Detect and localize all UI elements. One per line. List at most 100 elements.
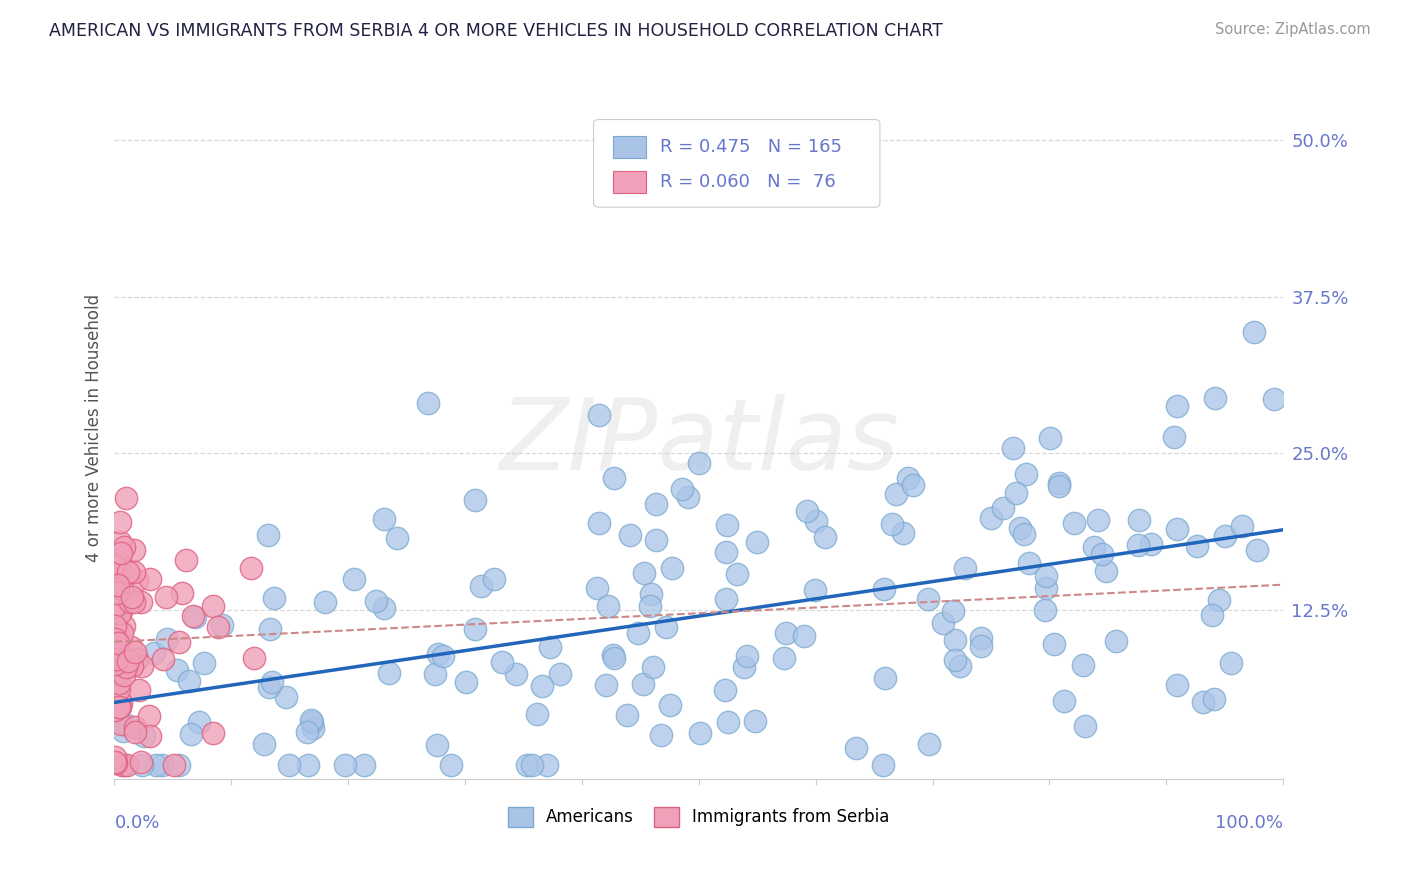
Point [949, 659, 972, 673]
Point [873, 671, 896, 685]
Point [152, 652, 174, 666]
Point [184, 610, 207, 624]
Point [659, 698, 682, 712]
Point [772, 651, 794, 665]
Point [124, 645, 146, 659]
Point [943, 653, 966, 667]
Point [150, 758, 173, 772]
Point [278, 758, 301, 772]
Point [107, 579, 129, 593]
Point [110, 515, 132, 529]
Point [115, 718, 138, 732]
Point [1035, 569, 1057, 583]
Point [105, 581, 128, 595]
Point [211, 618, 233, 632]
Bar [613, 170, 647, 194]
Point [202, 726, 225, 740]
Point [263, 591, 285, 605]
Point [243, 650, 266, 665]
Point [138, 708, 160, 723]
Point [595, 678, 617, 692]
Point [181, 609, 204, 624]
Point [1166, 399, 1188, 413]
Point [1091, 547, 1114, 561]
Point [735, 648, 758, 663]
Point [1230, 518, 1253, 533]
Point [124, 720, 146, 734]
Point [131, 758, 153, 772]
Point [1128, 513, 1150, 527]
Point [163, 758, 186, 772]
Point [633, 566, 655, 580]
Point [688, 457, 710, 471]
Point [744, 714, 766, 728]
Point [108, 557, 131, 571]
Point [432, 648, 454, 663]
Point [103, 632, 125, 647]
Point [104, 688, 127, 702]
Point [104, 749, 127, 764]
Point [1166, 522, 1188, 536]
Point [1083, 540, 1105, 554]
Point [117, 566, 139, 580]
Point [603, 471, 626, 485]
Point [1243, 325, 1265, 339]
Point [253, 737, 276, 751]
Point [901, 478, 924, 492]
Point [107, 578, 129, 592]
Point [107, 666, 129, 681]
Point [714, 683, 737, 698]
Point [132, 729, 155, 743]
Point [111, 582, 134, 596]
Point [1042, 637, 1064, 651]
Point [464, 492, 486, 507]
Point [125, 652, 148, 666]
Point [260, 674, 283, 689]
Point [110, 534, 132, 549]
Point [423, 666, 446, 681]
Point [239, 561, 262, 575]
Point [378, 665, 401, 680]
Point [295, 724, 318, 739]
Point [105, 575, 128, 590]
Point [366, 594, 388, 608]
Point [627, 626, 650, 640]
Point [804, 582, 827, 597]
Point [122, 566, 145, 580]
Point [470, 579, 492, 593]
Point [1126, 538, 1149, 552]
Point [873, 582, 896, 596]
Point [426, 647, 449, 661]
Point [1039, 431, 1062, 445]
Point [207, 620, 229, 634]
FancyBboxPatch shape [593, 120, 880, 207]
Point [1204, 391, 1226, 405]
Point [717, 714, 740, 729]
Point [297, 758, 319, 772]
Point [112, 667, 135, 681]
Point [970, 639, 993, 653]
Point [111, 626, 134, 640]
Point [110, 546, 132, 560]
Point [526, 706, 548, 721]
Point [156, 632, 179, 647]
Point [1074, 718, 1097, 732]
Point [716, 518, 738, 533]
Point [105, 578, 128, 592]
Point [142, 646, 165, 660]
Point [1047, 476, 1070, 491]
Point [108, 606, 131, 620]
Point [117, 758, 139, 772]
Point [536, 758, 558, 772]
Point [1220, 656, 1243, 670]
Point [180, 727, 202, 741]
Point [676, 490, 699, 504]
Point [845, 741, 868, 756]
Point [806, 515, 828, 529]
Point [107, 682, 129, 697]
Point [1008, 521, 1031, 535]
Point [343, 573, 366, 587]
Point [373, 601, 395, 615]
Point [124, 725, 146, 739]
Point [202, 599, 225, 613]
